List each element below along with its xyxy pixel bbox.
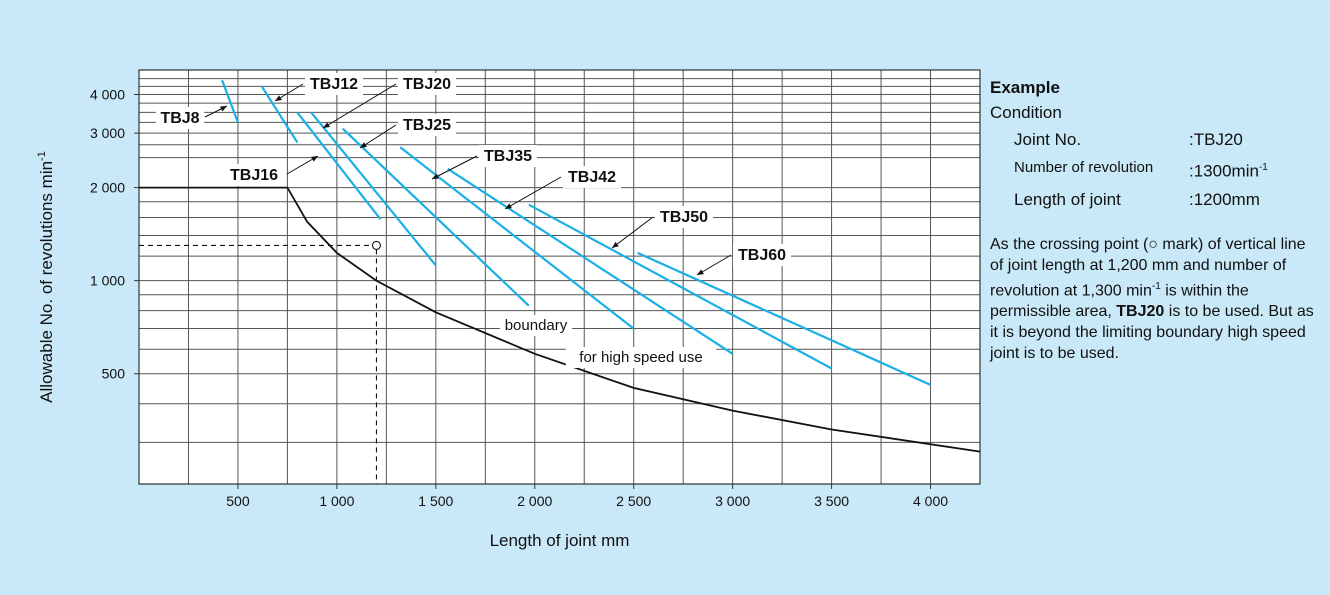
series-label-tbj50-background xyxy=(655,206,713,228)
leader-arrow-tbj50 xyxy=(612,241,619,248)
series-line-tbj60 xyxy=(637,251,931,386)
series-line-tbj25 xyxy=(342,127,530,307)
series-label-tbj8: TBJ8 xyxy=(160,110,199,127)
boundary-label-background xyxy=(565,347,717,368)
example-row-length: Length of joint :1200mm xyxy=(990,186,1320,214)
boundary-label: for high speed use xyxy=(579,349,702,366)
series-label-tbj60-background xyxy=(733,244,791,266)
series-line-tbj50 xyxy=(528,203,833,370)
series-label-tbj16-background xyxy=(225,164,283,186)
series-label-tbj50: TBJ50 xyxy=(660,209,708,226)
series-line-tbj42 xyxy=(447,167,734,355)
plot-frame xyxy=(138,69,981,485)
leader-arrow-tbj16 xyxy=(311,156,318,162)
circle-mark-icon: ○ xyxy=(1148,235,1158,253)
leader-arrow-tbj8 xyxy=(220,106,227,112)
example-panel: Example Condition Joint No. :TBJ20 Numbe… xyxy=(990,76,1320,364)
example-row-value: :TBJ20 xyxy=(1189,130,1243,149)
x-tick-label: 3 500 xyxy=(814,493,849,509)
example-row-key: Number of revolution xyxy=(1014,159,1154,176)
series-line-tbj16 xyxy=(296,111,382,220)
series-line-tbj8 xyxy=(221,79,239,123)
para-bold: TBJ20 xyxy=(1116,302,1165,320)
series-label-tbj20-background xyxy=(398,73,456,95)
leader-arrow-tbj35 xyxy=(432,173,439,179)
series-label-tbj25: TBJ25 xyxy=(403,117,451,134)
para-text: mark) of vertical line of joint length a… xyxy=(990,235,1306,299)
leader-line-tbj35 xyxy=(431,155,478,180)
series-label-tbj20: TBJ20 xyxy=(403,76,451,93)
series-label-tbj42: TBJ42 xyxy=(568,169,616,186)
x-tick-label: 2 500 xyxy=(616,493,651,509)
boundary-curve xyxy=(139,186,981,453)
para-text: is within the permissible area, xyxy=(990,281,1249,320)
leader-arrow-tbj42 xyxy=(505,203,512,209)
leader-line-tbj60 xyxy=(696,254,732,276)
y-tick-label: 500 xyxy=(102,366,126,382)
example-value-sup: -1 xyxy=(1258,162,1268,173)
y-tick-label: 3 000 xyxy=(90,125,125,141)
series-line-tbj12 xyxy=(260,85,299,143)
para-text: As the crossing point ( xyxy=(990,235,1149,253)
series-label-tbj12: TBJ12 xyxy=(310,76,358,93)
example-row-key: Joint No. xyxy=(1014,130,1082,149)
y-tick-label: 4 000 xyxy=(90,86,125,102)
example-row-value: :1300min-1 xyxy=(1189,154,1268,186)
series-label-tbj8-background xyxy=(155,107,205,129)
example-row-revolution: Number of revolution :1300min-1 xyxy=(990,154,1320,186)
leader-arrow-tbj20 xyxy=(323,122,330,128)
leader-arrow-tbj60 xyxy=(697,269,704,275)
leader-line-tbj20 xyxy=(322,83,397,129)
leader-line-tbj42 xyxy=(504,176,562,210)
example-explanation: As the crossing point (○ mark) of vertic… xyxy=(990,234,1320,364)
leader-arrow-tbj12 xyxy=(275,95,282,101)
series-line-tbj35 xyxy=(399,146,635,330)
y-tick-label: 2 000 xyxy=(90,180,125,196)
leader-line-tbj25 xyxy=(359,124,397,149)
x-tick-label: 2 000 xyxy=(517,493,552,509)
series-line-tbj20 xyxy=(310,111,437,267)
series-label-tbj35-background xyxy=(479,145,537,167)
para-sup: -1 xyxy=(1151,280,1161,292)
example-point-marker xyxy=(371,240,382,250)
plot-area xyxy=(139,70,980,484)
x-tick-label: 500 xyxy=(226,493,250,509)
boundary-label-background xyxy=(499,315,573,336)
x-axis-label: Length of joint mm xyxy=(490,531,630,550)
leader-line-tbj50 xyxy=(611,216,654,249)
example-title: Example xyxy=(990,78,1060,97)
series-label-tbj60: TBJ60 xyxy=(738,247,786,264)
y-axis-label: Allowable No. of revolutions min-1 xyxy=(36,151,56,403)
y-tick-label: 1 000 xyxy=(90,273,125,289)
x-tick-label: 4 000 xyxy=(913,493,948,509)
x-tick-label: 1 500 xyxy=(418,493,453,509)
example-row-key: Length of joint xyxy=(1014,189,1121,209)
example-condition: Condition xyxy=(990,103,1062,122)
x-tick-label: 3 000 xyxy=(715,493,750,509)
example-value-text: :1300min xyxy=(1189,161,1259,181)
series-label-tbj16: TBJ16 xyxy=(230,167,278,184)
x-tick-label: 1 000 xyxy=(319,493,354,509)
series-label-tbj12-background xyxy=(305,73,363,95)
boundary-label: boundary xyxy=(505,317,568,334)
leader-arrow-tbj25 xyxy=(360,142,367,148)
series-label-tbj25-background xyxy=(398,114,456,136)
example-row-joint: Joint No. :TBJ20 xyxy=(990,126,1320,154)
series-label-tbj35: TBJ35 xyxy=(484,148,532,165)
para-text: is to be used. But as it is beyond the l… xyxy=(990,302,1314,362)
series-label-tbj42-background xyxy=(563,166,621,188)
example-row-value: :1200mm xyxy=(1189,189,1260,209)
